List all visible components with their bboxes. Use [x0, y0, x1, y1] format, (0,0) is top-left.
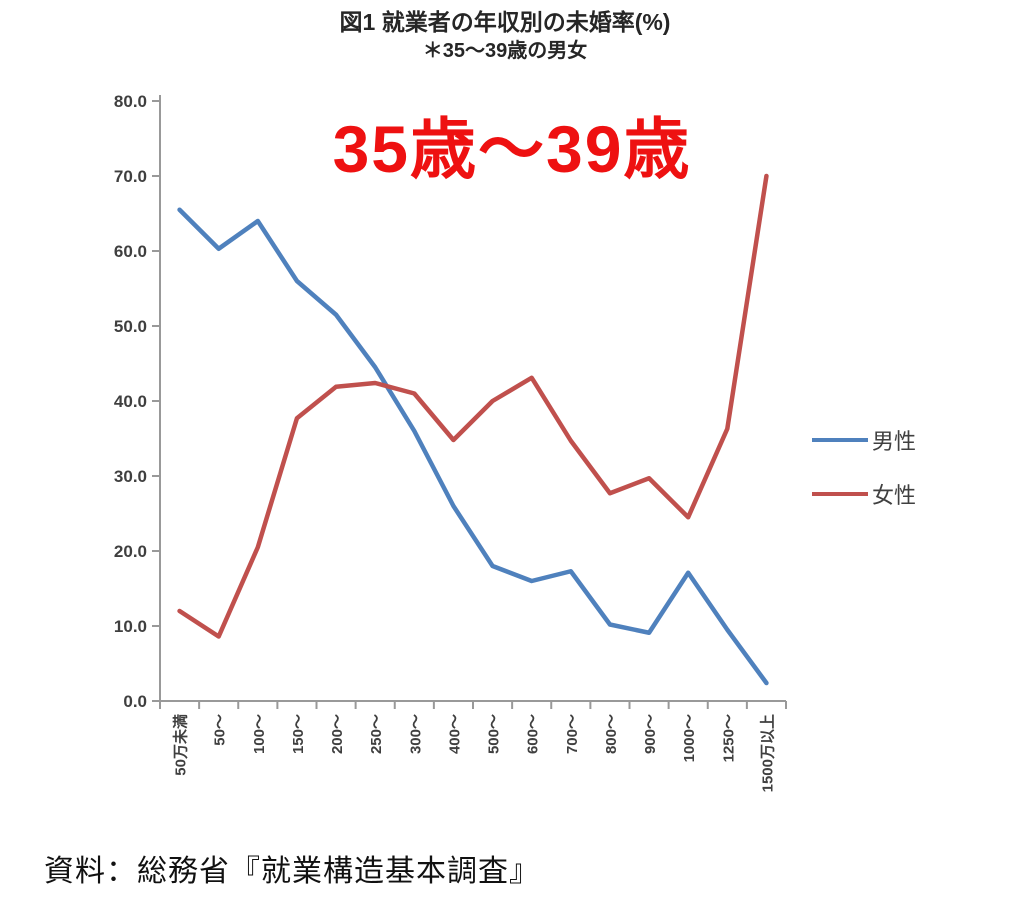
y-tick-label: 80.0 — [114, 92, 147, 111]
x-tick-label: 200〜 — [329, 714, 346, 754]
y-tick-label: 10.0 — [114, 617, 147, 636]
series-line-male — [177, 207, 769, 686]
y-tick-label: 0.0 — [123, 692, 147, 711]
source-note: 資料：総務省『就業構造基本調査』 — [44, 855, 540, 888]
x-tick-label: 400〜 — [446, 714, 463, 754]
x-tick-label: 50〜 — [212, 714, 229, 746]
series-line-female — [177, 173, 769, 639]
legend: 男性 女性 — [812, 424, 916, 532]
x-tick-label: 500〜 — [486, 714, 503, 754]
x-tick-label: 150〜 — [290, 714, 307, 754]
y-tick-label: 70.0 — [114, 167, 147, 186]
x-tick-label: 600〜 — [525, 714, 542, 754]
x-tick-label: 1000〜 — [681, 714, 698, 762]
x-tick-label: 50万未満 — [172, 714, 190, 776]
x-tick-label: 300〜 — [407, 714, 424, 754]
legend-label-female: 女性 — [872, 483, 917, 508]
chart-title: 図1 就業者の年収別の未婚率(%) — [339, 9, 671, 35]
chart-header: 図1 就業者の年収別の未婚率(%) ＊35〜39歳の男女 — [0, 8, 1010, 64]
x-tick-label: 1250〜 — [720, 714, 737, 762]
y-tick-label: 30.0 — [114, 467, 147, 486]
x-tick-label: 1500万以上 — [759, 714, 776, 792]
x-tick-label: 100〜 — [251, 714, 268, 754]
male-line-swatch — [812, 438, 868, 442]
x-tick-label: 900〜 — [642, 714, 659, 754]
legend-item-female: 女性 — [812, 478, 916, 510]
y-tick-label: 60.0 — [114, 242, 147, 261]
legend-item-male: 男性 — [812, 424, 916, 456]
x-tick-label: 800〜 — [603, 714, 620, 754]
y-tick-label: 40.0 — [114, 392, 147, 411]
x-tick-label: 250〜 — [368, 714, 385, 754]
legend-label-male: 男性 — [872, 429, 917, 454]
female-line-swatch — [812, 492, 868, 496]
chart-subtitle: ＊35〜39歳の男女 — [422, 39, 588, 62]
y-tick-label: 20.0 — [114, 542, 147, 561]
x-tick-label: 700〜 — [564, 714, 581, 754]
y-tick-label: 50.0 — [114, 317, 147, 336]
age-range-annotation: 35歳〜39歳 — [332, 112, 692, 186]
